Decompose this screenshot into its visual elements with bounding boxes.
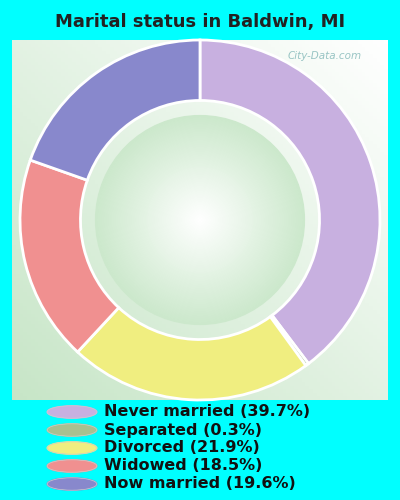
Circle shape [47, 424, 97, 436]
Circle shape [194, 214, 206, 226]
Text: Separated (0.3%): Separated (0.3%) [104, 422, 262, 438]
Circle shape [188, 208, 212, 233]
Circle shape [146, 166, 254, 274]
Circle shape [133, 153, 267, 287]
Wedge shape [78, 308, 306, 400]
Circle shape [129, 149, 271, 291]
Text: Divorced (21.9%): Divorced (21.9%) [104, 440, 260, 456]
Circle shape [169, 188, 231, 252]
Text: City-Data.com: City-Data.com [288, 51, 362, 61]
Circle shape [142, 162, 258, 278]
Circle shape [140, 160, 260, 280]
Wedge shape [270, 316, 308, 366]
Circle shape [100, 120, 300, 320]
Circle shape [148, 168, 252, 272]
Circle shape [198, 218, 202, 222]
Wedge shape [30, 40, 200, 180]
Circle shape [123, 142, 277, 298]
Circle shape [137, 158, 263, 282]
Circle shape [125, 145, 275, 295]
Circle shape [179, 199, 221, 241]
Circle shape [114, 134, 286, 306]
Circle shape [96, 116, 304, 324]
Circle shape [173, 193, 227, 247]
Circle shape [47, 478, 97, 490]
Text: Marital status in Baldwin, MI: Marital status in Baldwin, MI [55, 13, 345, 31]
Circle shape [160, 180, 240, 260]
Circle shape [104, 124, 296, 316]
Circle shape [118, 138, 282, 302]
Circle shape [152, 172, 248, 268]
Circle shape [106, 126, 294, 314]
Circle shape [196, 216, 204, 224]
Circle shape [175, 195, 225, 245]
Circle shape [121, 140, 279, 300]
Circle shape [181, 201, 219, 239]
Circle shape [110, 130, 290, 310]
Wedge shape [20, 160, 119, 352]
Circle shape [47, 442, 97, 454]
Text: Widowed (18.5%): Widowed (18.5%) [104, 458, 262, 473]
Circle shape [158, 178, 242, 262]
Text: Never married (39.7%): Never married (39.7%) [104, 404, 310, 419]
Circle shape [102, 122, 298, 318]
Text: Now married (19.6%): Now married (19.6%) [104, 476, 296, 492]
Circle shape [190, 210, 210, 231]
Circle shape [156, 176, 244, 264]
Circle shape [47, 406, 97, 418]
Circle shape [131, 151, 269, 289]
Circle shape [135, 156, 265, 284]
Circle shape [154, 174, 246, 266]
Circle shape [116, 136, 284, 304]
Circle shape [192, 212, 208, 228]
Circle shape [183, 204, 217, 236]
Circle shape [166, 186, 234, 254]
Circle shape [162, 182, 238, 258]
Circle shape [98, 118, 302, 322]
Circle shape [144, 164, 256, 276]
Circle shape [171, 191, 229, 249]
Circle shape [150, 170, 250, 270]
Circle shape [127, 147, 273, 293]
Wedge shape [200, 40, 380, 364]
Circle shape [47, 460, 97, 472]
Circle shape [185, 206, 215, 234]
Circle shape [112, 132, 288, 308]
Circle shape [164, 184, 236, 256]
Circle shape [177, 197, 223, 243]
Circle shape [108, 128, 292, 312]
